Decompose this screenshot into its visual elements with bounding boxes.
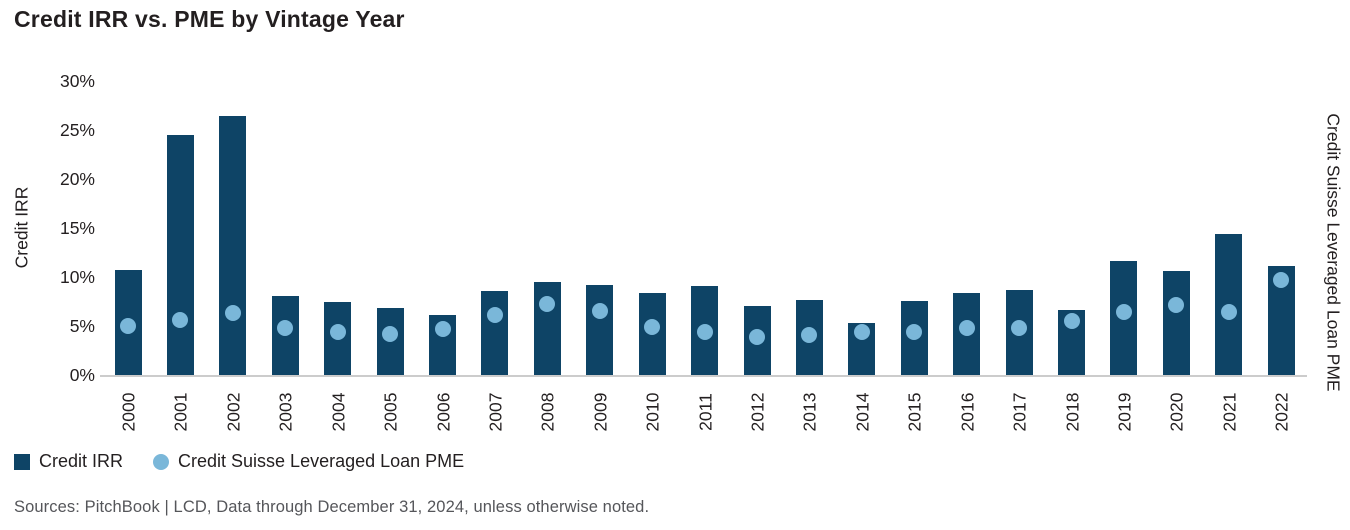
dot-pme-2005 <box>382 325 399 342</box>
dot-pme-2019 <box>1115 304 1132 321</box>
x-axis-tick-label: 2000 <box>118 392 139 432</box>
dot-pme-2012 <box>749 328 766 345</box>
x-axis-tick-label: 2011 <box>695 393 716 431</box>
dot-pme-2008 <box>539 296 556 313</box>
y-axis-tick-label: 5% <box>69 316 95 336</box>
x-axis-tick-label: 2019 <box>1114 392 1135 432</box>
x-axis-tick-label: 2002 <box>223 392 244 432</box>
x-axis-tick-label: 2004 <box>328 392 349 432</box>
x-axis-tick-label: 2020 <box>1166 392 1187 432</box>
y-axis-label-right: Credit Suisse Leveraged Loan PME <box>1323 113 1344 392</box>
dot-pme-2011 <box>696 323 713 340</box>
bar-credit-irr-2009 <box>586 284 614 375</box>
legend-item-credit-irr: Credit IRR <box>14 451 123 472</box>
dot-pme-2021 <box>1220 304 1237 321</box>
y-axis-tick-label: 20% <box>59 169 95 189</box>
x-axis-tick-label: 2006 <box>433 392 454 432</box>
dot-pme-2018 <box>1063 313 1080 330</box>
dot-pme-2022 <box>1273 271 1290 288</box>
y-axis-tick-label: 15% <box>59 218 95 238</box>
y-axis-tick-label: 0% <box>69 365 95 385</box>
x-axis-tick-label: 2012 <box>747 392 768 432</box>
x-axis-tick-label: 2017 <box>1009 392 1030 432</box>
dot-pme-2020 <box>1168 297 1185 314</box>
dot-pme-2009 <box>591 303 608 320</box>
dot-pme-2007 <box>486 307 503 324</box>
legend-label: Credit IRR <box>39 451 124 471</box>
bar-credit-irr-2001 <box>166 134 194 375</box>
x-axis-tick-label: 2021 <box>1219 392 1240 432</box>
source-attribution: Sources: PitchBook | LCD, Data through D… <box>14 498 650 516</box>
x-axis-tick-label: 2022 <box>1271 392 1292 432</box>
y-axis-label-left: Credit IRR <box>11 186 32 269</box>
dot-pme-2002 <box>224 305 241 322</box>
x-axis-tick-label: 2016 <box>957 392 978 432</box>
dot-pme-2015 <box>906 323 923 340</box>
bar-credit-irr-2002 <box>219 116 247 375</box>
pme-swatch-icon <box>153 453 170 470</box>
bar-credit-irr-2020 <box>1162 271 1190 375</box>
x-axis-tick-label: 2003 <box>275 392 296 432</box>
chart-legend: Credit IRR Credit Suisse Leveraged Loan … <box>14 451 464 472</box>
x-axis-tick-label: 2010 <box>642 392 663 432</box>
dot-pme-2016 <box>958 319 975 336</box>
x-axis-line <box>100 375 1307 377</box>
x-axis-tick-label: 2013 <box>799 392 820 432</box>
x-axis-tick-label: 2008 <box>537 392 558 432</box>
x-axis-tick-label: 2014 <box>852 392 873 432</box>
dot-pme-2014 <box>853 323 870 340</box>
dot-pme-2000 <box>120 318 136 334</box>
x-axis-tick-label: 2007 <box>485 392 506 432</box>
x-axis-tick-label: 2015 <box>904 392 925 432</box>
dot-pme-2001 <box>172 312 189 329</box>
x-axis-tick-label: 2005 <box>380 392 401 432</box>
credit-irr-swatch-icon <box>14 453 30 470</box>
y-axis-tick-label: 25% <box>59 120 95 140</box>
dot-pme-2013 <box>801 326 818 343</box>
y-axis-tick-label: 10% <box>59 267 95 287</box>
legend-label: Credit Suisse Leveraged Loan PME <box>178 451 465 471</box>
dot-pme-2017 <box>1011 319 1028 336</box>
bar-credit-irr-2007 <box>481 290 509 375</box>
y-axis-tick-label: 30% <box>59 71 95 91</box>
dot-pme-2004 <box>329 323 346 340</box>
x-axis-tick-label: 2001 <box>170 392 191 432</box>
dot-pme-2010 <box>644 318 661 335</box>
legend-item-pme: Credit Suisse Leveraged Loan PME <box>153 451 464 472</box>
x-axis-tick-label: 2009 <box>590 392 611 432</box>
dot-pme-2006 <box>434 320 451 337</box>
chart-title: Credit IRR vs. PME by Vintage Year <box>14 6 405 32</box>
x-axis-tick-label: 2018 <box>1062 392 1083 432</box>
dot-pme-2003 <box>277 319 294 336</box>
